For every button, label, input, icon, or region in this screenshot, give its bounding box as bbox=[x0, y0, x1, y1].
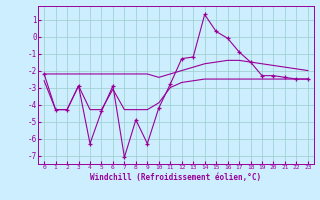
X-axis label: Windchill (Refroidissement éolien,°C): Windchill (Refroidissement éolien,°C) bbox=[91, 173, 261, 182]
